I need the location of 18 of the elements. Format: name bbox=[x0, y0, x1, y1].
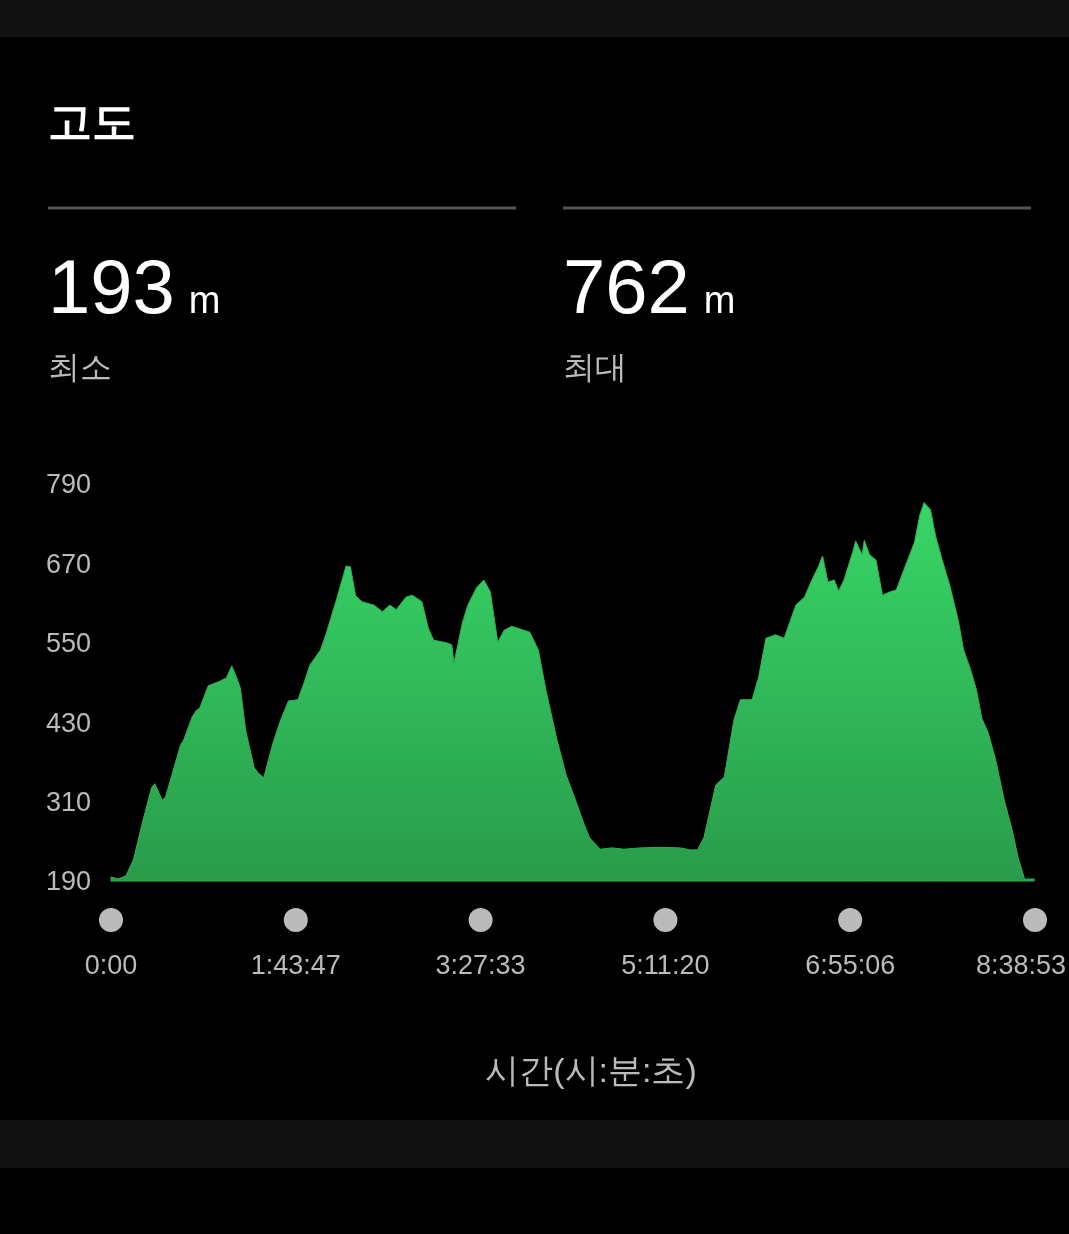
x-tick-label: 6:55:06 bbox=[805, 950, 896, 980]
y-tick-label: 190 bbox=[46, 866, 92, 897]
y-tick-label: 310 bbox=[46, 787, 92, 818]
y-tick-label: 790 bbox=[46, 469, 92, 500]
text: 최소 bbox=[48, 349, 112, 385]
x-tick-label: 0:00 bbox=[84, 950, 138, 980]
text: 최대 bbox=[563, 349, 627, 385]
text: 193 m bbox=[48, 244, 221, 329]
y-tick-label: 550 bbox=[46, 628, 92, 659]
chart-title: 고도 bbox=[48, 97, 136, 146]
y-tick-label: 670 bbox=[46, 548, 92, 579]
x-axis-title: 시간(시:분:초) bbox=[485, 1051, 697, 1089]
x-tick-label: 5:11:20 bbox=[621, 950, 710, 980]
x-tick-label: 8:38:53 bbox=[975, 950, 1066, 980]
x-tick-label: 1:43:47 bbox=[250, 950, 341, 980]
text: 762 m bbox=[563, 244, 736, 329]
x-tick-label: 3:27:33 bbox=[435, 950, 526, 980]
y-tick-label: 430 bbox=[46, 707, 92, 738]
